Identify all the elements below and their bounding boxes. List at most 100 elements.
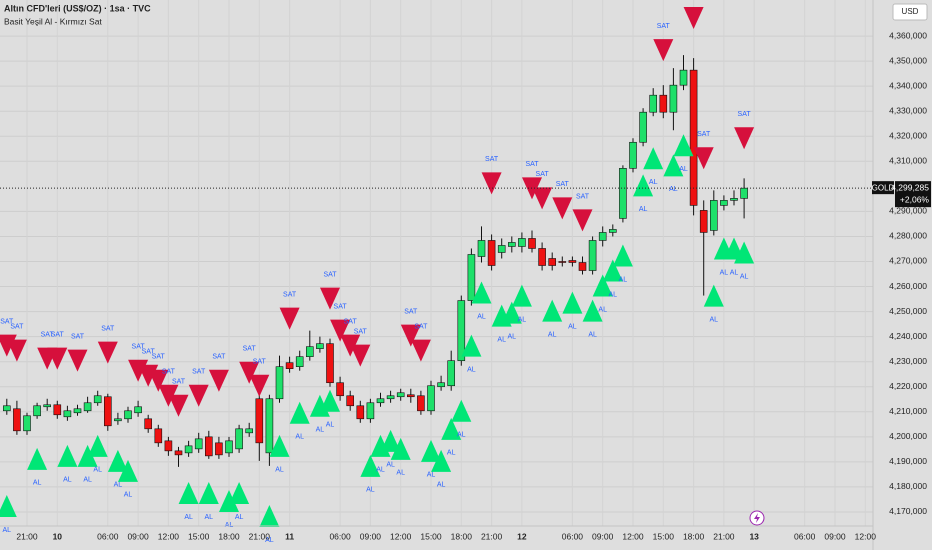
x-tick-label: 18:00 bbox=[683, 531, 705, 541]
buy-signal bbox=[663, 154, 684, 177]
buy-signal-label: AL bbox=[326, 422, 335, 429]
buy-signal-label: AL bbox=[63, 477, 72, 484]
sell-signal bbox=[481, 172, 502, 195]
candle-body bbox=[275, 366, 284, 400]
sell-signal-label: SAT bbox=[485, 156, 499, 163]
x-tick-label: 06:00 bbox=[562, 531, 584, 541]
candle-body bbox=[104, 396, 112, 427]
buy-signal bbox=[612, 244, 633, 267]
currency-button[interactable] bbox=[892, 3, 928, 21]
buy-signal bbox=[320, 389, 340, 412]
candle-body bbox=[659, 94, 668, 113]
candle-body bbox=[588, 240, 597, 271]
x-tick-label: 21:00 bbox=[481, 531, 503, 541]
buy-signal bbox=[421, 439, 441, 462]
buy-signal bbox=[27, 447, 48, 470]
buy-signal bbox=[582, 299, 603, 322]
buy-signal-label: AL bbox=[467, 367, 476, 374]
candle-body bbox=[63, 410, 72, 418]
candle-body bbox=[720, 200, 728, 206]
x-tick-label: 12:00 bbox=[855, 531, 877, 541]
sell-signal bbox=[249, 374, 270, 397]
candle-body bbox=[316, 343, 324, 349]
sell-signal bbox=[400, 324, 421, 347]
candle-body bbox=[23, 415, 31, 432]
candle-body bbox=[507, 242, 516, 247]
buy-signal bbox=[592, 274, 613, 297]
buy-signal-label: AL bbox=[518, 316, 527, 323]
candle-body bbox=[184, 445, 193, 454]
buy-signal bbox=[673, 134, 694, 157]
candle-body bbox=[699, 210, 708, 233]
candle-body bbox=[73, 408, 82, 414]
candle-body bbox=[376, 398, 385, 404]
candle-body bbox=[2, 405, 11, 412]
buy-signal-label: AL bbox=[508, 333, 517, 340]
sell-signal-label: SAT bbox=[536, 171, 550, 178]
buy-signal bbox=[118, 459, 138, 482]
y-tick-label: 4,180,000 bbox=[889, 481, 927, 491]
y-tick-label: 4,240,000 bbox=[889, 331, 927, 341]
x-tick-label: 21:00 bbox=[16, 531, 38, 541]
sell-signal-label: SAT bbox=[192, 369, 206, 376]
sell-signal bbox=[6, 339, 27, 362]
buy-signal-label: AL bbox=[265, 537, 274, 544]
buy-signal bbox=[471, 281, 492, 304]
sell-signal-label: SAT bbox=[354, 329, 368, 336]
sell-signal-label: SAT bbox=[71, 334, 85, 341]
y-tick-label: 4,260,000 bbox=[889, 281, 927, 291]
candle-body bbox=[679, 69, 688, 86]
candle-body bbox=[265, 398, 274, 454]
candle-body bbox=[598, 232, 607, 241]
buy-signal-label: AL bbox=[114, 482, 123, 489]
sell-signal-label: SAT bbox=[697, 131, 711, 138]
candle-body bbox=[709, 200, 718, 231]
change-label: +2,06% bbox=[900, 194, 930, 204]
sell-signal-label: SAT bbox=[152, 354, 166, 361]
candle-body bbox=[437, 382, 445, 388]
buy-signal-label: AL bbox=[33, 480, 42, 487]
chart-subtitle: Basit Yeşil Al - Kırmızı Sat bbox=[4, 16, 102, 26]
candle-body bbox=[205, 436, 213, 457]
x-tick-label: 12 bbox=[517, 531, 527, 541]
x-tick-label: 11 bbox=[285, 531, 294, 541]
buy-signal-label: AL bbox=[376, 467, 385, 474]
buy-signal-label: AL bbox=[730, 269, 739, 276]
candle-body bbox=[164, 440, 173, 452]
sell-signal-label: SAT bbox=[657, 23, 671, 30]
buy-signal-label: AL bbox=[588, 331, 597, 338]
buy-signal bbox=[259, 504, 280, 527]
buy-signal-label: AL bbox=[598, 306, 607, 313]
buy-signal bbox=[87, 434, 108, 457]
candle-body bbox=[548, 258, 557, 266]
buy-signal-label: AL bbox=[427, 472, 436, 479]
buy-signal bbox=[451, 399, 472, 422]
candle-body bbox=[487, 240, 496, 266]
x-tick-label: 15:00 bbox=[420, 531, 442, 541]
candle-body bbox=[467, 254, 476, 301]
candle-body bbox=[457, 300, 466, 361]
buy-signal bbox=[633, 174, 654, 197]
buy-signal bbox=[542, 299, 563, 322]
candle-body bbox=[477, 240, 486, 257]
sell-signal bbox=[239, 361, 260, 384]
sell-signal bbox=[208, 369, 229, 392]
candle-body bbox=[295, 356, 304, 367]
buy-signal bbox=[0, 494, 17, 517]
currency-label[interactable]: USD bbox=[902, 7, 919, 16]
candle-body bbox=[356, 405, 365, 420]
candle-body bbox=[406, 394, 415, 398]
sell-signal bbox=[572, 209, 593, 232]
buy-signal-label: AL bbox=[124, 492, 133, 499]
buy-signal-label: AL bbox=[609, 291, 618, 298]
y-tick-label: 4,190,000 bbox=[889, 456, 927, 466]
x-tick-label: 12:00 bbox=[622, 531, 644, 541]
candle-body bbox=[305, 346, 314, 357]
candle-body bbox=[215, 442, 223, 456]
buy-signal-label: AL bbox=[477, 313, 486, 320]
x-tick-label: 15:00 bbox=[653, 531, 675, 541]
sell-signal bbox=[188, 384, 209, 407]
sell-signal bbox=[683, 7, 704, 30]
